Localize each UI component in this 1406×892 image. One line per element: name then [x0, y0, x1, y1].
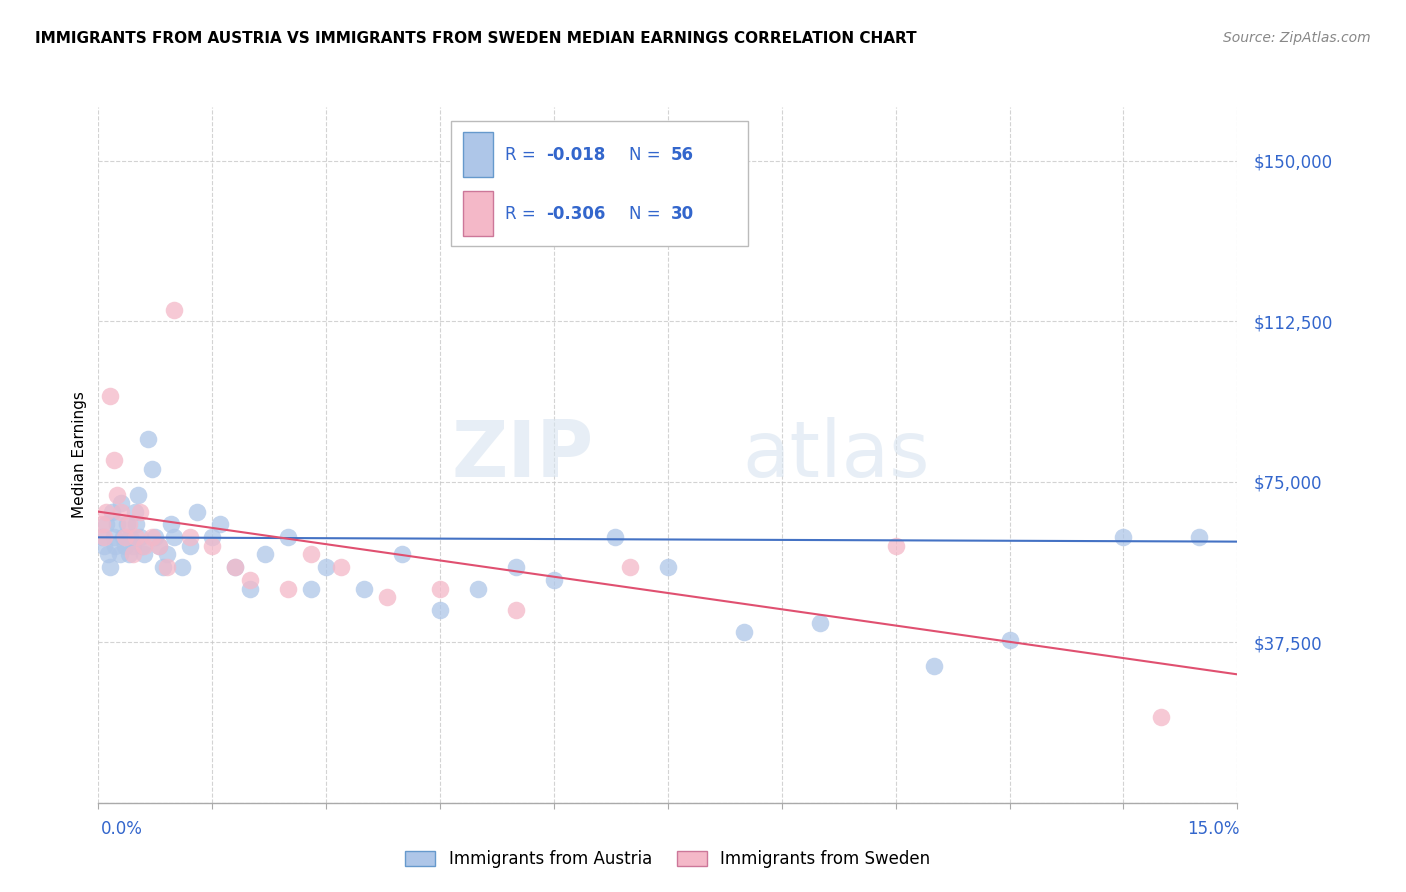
Point [330, 560, 353, 574]
Point [117, 517, 139, 532]
Point [152, 560, 174, 574]
Point [125, 530, 148, 544]
Point [98, 560, 121, 574]
Point [299, 582, 322, 596]
Point [93, 539, 115, 553]
Point [98, 389, 121, 403]
Point [114, 539, 136, 553]
Point [543, 573, 565, 587]
Point [163, 530, 186, 544]
Point [299, 548, 322, 562]
Point [391, 548, 413, 562]
Point [170, 560, 193, 574]
Point [998, 633, 1021, 648]
Point [375, 591, 398, 605]
Text: atlas: atlas [742, 417, 929, 493]
Y-axis label: Median Earnings: Median Earnings [72, 392, 87, 518]
Point [1188, 530, 1211, 544]
Point [156, 560, 179, 574]
Point [657, 560, 679, 574]
Point [159, 517, 181, 532]
Point [111, 530, 134, 544]
Point [114, 530, 136, 544]
Point [129, 505, 152, 519]
Point [884, 539, 907, 553]
Point [107, 487, 129, 501]
Point [124, 505, 146, 519]
Point [201, 539, 224, 553]
Point [132, 539, 155, 553]
Point [619, 560, 641, 574]
Point [224, 560, 246, 574]
Point [429, 582, 451, 596]
Point [353, 582, 375, 596]
Point [148, 539, 170, 553]
Point [1112, 530, 1135, 544]
Legend: Immigrants from Austria, Immigrants from Sweden: Immigrants from Austria, Immigrants from… [399, 843, 936, 874]
Point [224, 560, 246, 574]
Point [91, 530, 114, 544]
Point [107, 517, 129, 532]
Point [201, 530, 224, 544]
Point [1150, 710, 1173, 724]
Point [467, 582, 489, 596]
Text: 15.0%: 15.0% [1188, 820, 1240, 838]
Point [145, 530, 167, 544]
Point [186, 505, 208, 519]
Point [132, 548, 155, 562]
Text: IMMIGRANTS FROM AUSTRIA VS IMMIGRANTS FROM SWEDEN MEDIAN EARNINGS CORRELATION CH: IMMIGRANTS FROM AUSTRIA VS IMMIGRANTS FR… [35, 31, 917, 46]
Point [118, 517, 141, 532]
Point [96, 548, 118, 562]
Point [239, 573, 262, 587]
Point [110, 505, 132, 519]
Point [127, 487, 149, 501]
Point [603, 530, 626, 544]
Point [94, 517, 117, 532]
Point [93, 530, 115, 544]
Point [808, 615, 831, 630]
Point [104, 539, 127, 553]
Point [429, 603, 451, 617]
Point [163, 303, 186, 318]
Point [733, 624, 755, 639]
Point [103, 530, 125, 544]
Point [254, 548, 277, 562]
Point [91, 517, 114, 532]
Point [179, 530, 201, 544]
Point [125, 517, 148, 532]
Point [131, 539, 153, 553]
Point [108, 548, 131, 562]
Text: ZIP: ZIP [451, 417, 593, 493]
Point [179, 539, 201, 553]
Point [129, 530, 152, 544]
Point [103, 453, 125, 467]
Point [277, 582, 299, 596]
Point [121, 539, 143, 553]
Point [121, 548, 143, 562]
Point [148, 539, 170, 553]
Point [141, 530, 163, 544]
Point [315, 560, 337, 574]
Point [118, 548, 141, 562]
Point [101, 505, 124, 519]
Point [277, 530, 299, 544]
Text: Source: ZipAtlas.com: Source: ZipAtlas.com [1223, 31, 1371, 45]
Point [239, 582, 262, 596]
Text: 0.0%: 0.0% [101, 820, 143, 838]
Point [141, 462, 163, 476]
Point [922, 658, 945, 673]
Point [156, 548, 179, 562]
Point [505, 603, 527, 617]
Point [110, 496, 132, 510]
Point [136, 432, 159, 446]
Point [120, 530, 142, 544]
Point [208, 517, 231, 532]
Point [505, 560, 527, 574]
Point [94, 505, 117, 519]
